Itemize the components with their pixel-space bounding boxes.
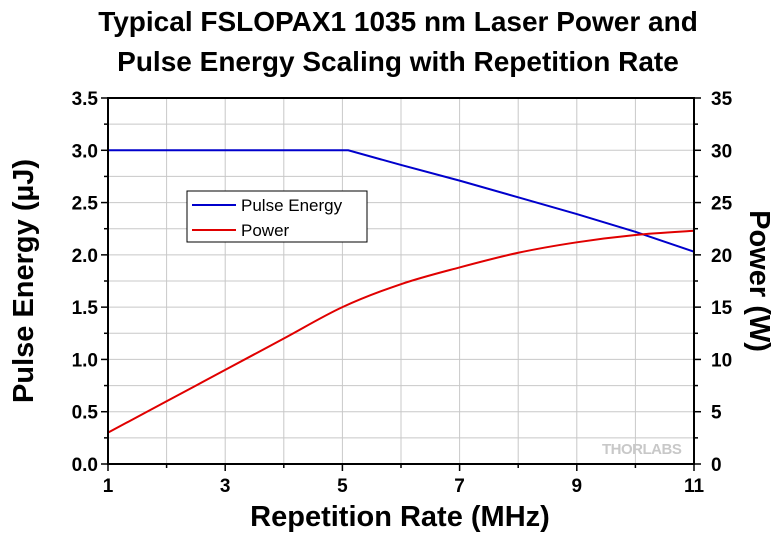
thorlabs-watermark: THORLABS — [602, 441, 682, 458]
y-right-tick-label: 35 — [711, 89, 733, 110]
legend-label-power: Power — [241, 221, 290, 240]
y-right-tick-label: 20 — [711, 246, 732, 267]
y-left-tick-label: 2.5 — [72, 194, 99, 215]
x-tick-label: 9 — [572, 476, 583, 497]
y-axis-right-title: Power (W) — [743, 210, 775, 352]
series-line-power — [107, 229, 695, 434]
x-tick-label: 1 — [103, 476, 114, 497]
series-lines — [107, 149, 695, 434]
grid — [108, 98, 694, 464]
y-right-tick-label: 10 — [711, 350, 732, 371]
x-axis-title: Repetition Rate (MHz) — [250, 501, 550, 533]
y-left-tick-label: 1.0 — [72, 350, 98, 371]
y-left-tick-label: 3.5 — [72, 89, 99, 110]
x-tick-label: 11 — [684, 476, 705, 497]
y-right-tick-label: 0 — [711, 455, 722, 476]
y-right-tick-label: 5 — [711, 403, 722, 424]
y-right-tick-label: 25 — [711, 194, 733, 215]
y-left-tick-label: 0.5 — [72, 403, 99, 424]
y-right-tick-label: 15 — [711, 298, 733, 319]
chart-title-line1: Typical FSLOPAX1 1035 nm Laser Power and — [98, 6, 698, 37]
series-line-pulse-energy — [108, 149, 695, 253]
x-tick-label: 3 — [220, 476, 231, 497]
y-left-tick-label: 1.5 — [72, 298, 99, 319]
legend-box — [186, 190, 368, 243]
chart-title-line2: Pulse Energy Scaling with Repetition Rat… — [117, 46, 679, 77]
y-left-tick-label: 0.0 — [72, 455, 98, 476]
y-left-tick-label: 2.0 — [72, 246, 98, 267]
legend-label-pulse-energy: Pulse Energy — [241, 196, 343, 215]
x-tick-label: 5 — [337, 476, 348, 497]
legend: Pulse Energy Power — [186, 190, 368, 243]
x-tick-label: 7 — [454, 476, 465, 497]
y-left-tick-label: 3.0 — [72, 141, 98, 162]
plot-frame — [107, 97, 695, 465]
axis-tick-labels: 1 3 5 7 9 110.00.51.01.52.02.53.03.5051015202… — [72, 89, 733, 497]
y-right-tick-label: 30 — [711, 141, 732, 162]
y-axis-left-title: Pulse Energy (µJ) — [8, 159, 40, 403]
